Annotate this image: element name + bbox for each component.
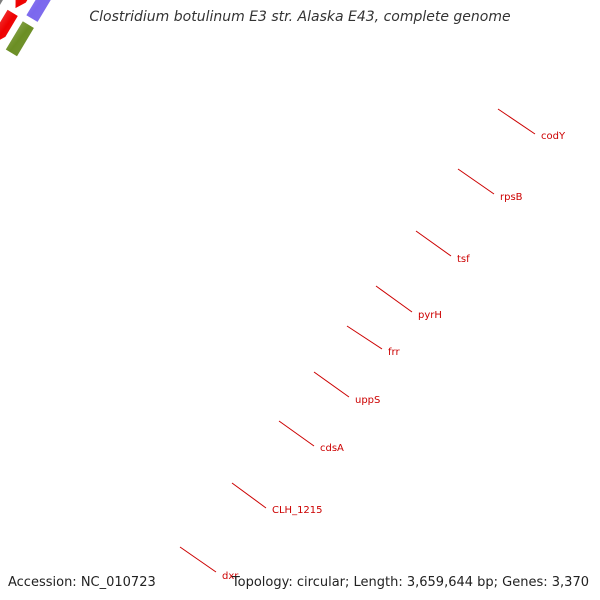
reverse-gene-sheen [25, 0, 52, 23]
forward-gene-sheen [0, 9, 19, 41]
gene-label-rpsb: rpsB [500, 192, 523, 203]
accession-text: Accession: NC_010723 [8, 575, 156, 590]
gene-label-clh-1215: CLH_1215 [272, 505, 323, 516]
gene-label-leader [313, 371, 350, 398]
gene-label-leader [346, 325, 383, 350]
reverse-gene [25, 0, 52, 24]
gene-label-leader [278, 420, 315, 447]
forward-gene [14, 0, 29, 10]
gene-label-pyrh: pyrH [418, 310, 442, 321]
gene-label-leader [415, 230, 452, 257]
gene-label-dxr: dxr [222, 571, 239, 582]
genome-summary-text: Topology: circular; Length: 3,659,644 bp… [231, 575, 589, 590]
reverse-gene-track [4, 0, 52, 58]
map-title: Clostridium botulinum E3 str. Alaska E43… [89, 9, 511, 25]
gene-label-leader [231, 482, 267, 509]
gene-label-cody: codY [541, 131, 566, 142]
forward-gene [0, 8, 20, 41]
forward-gene-sheen [15, 0, 28, 9]
forward-gene-track [0, 0, 29, 41]
reverse-gene-sheen [5, 20, 35, 57]
gene-label-frr: frr [388, 347, 400, 358]
gene-label-leader [179, 546, 217, 573]
gene-label-tsf: tsf [457, 254, 470, 265]
gene-label-leader [375, 285, 413, 313]
gene-label-upps: uppS [355, 395, 380, 406]
gene-label-leader [457, 168, 495, 195]
gene-label-leader [497, 108, 536, 135]
gene-label-cdsa: cdsA [320, 443, 344, 454]
reverse-gene [4, 19, 36, 58]
